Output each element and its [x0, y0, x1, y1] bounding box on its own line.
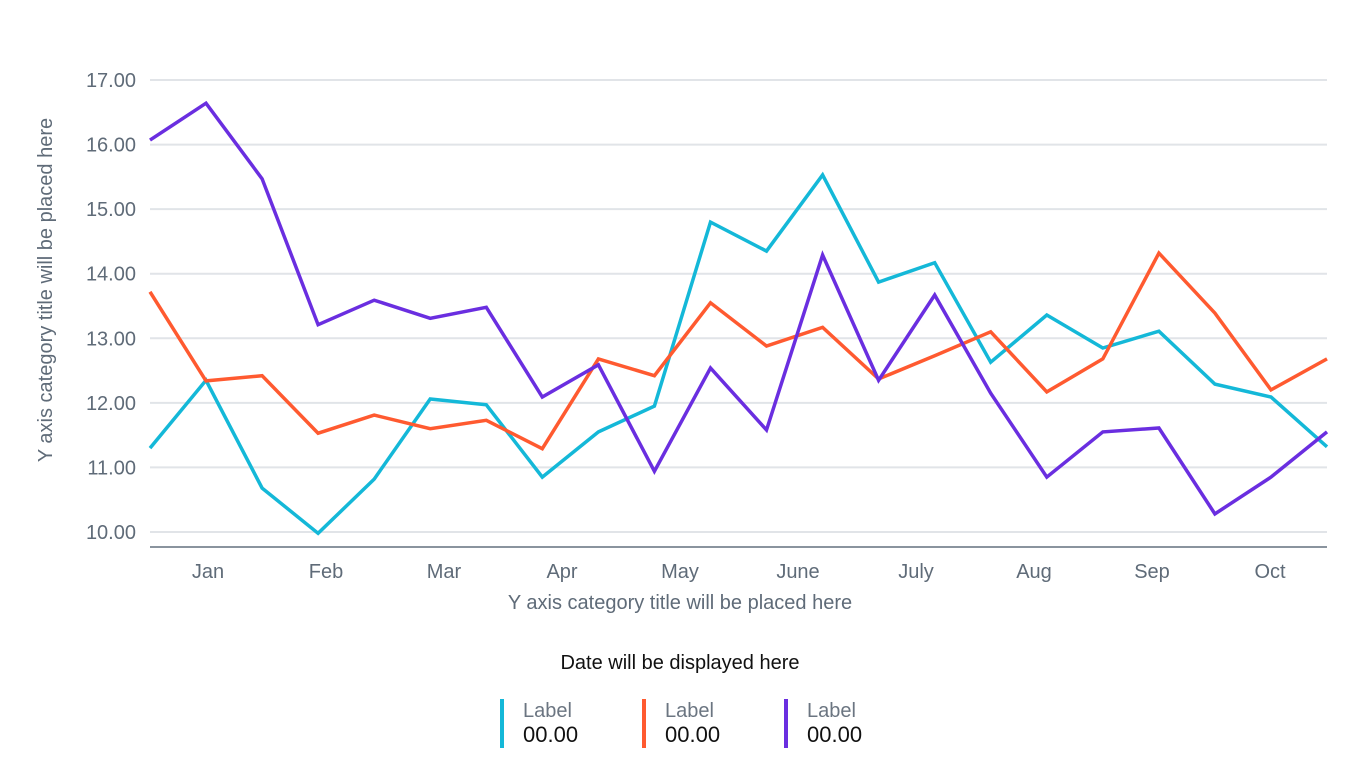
line-chart: 10.00 11.00 12.00 13.00 14.00 15.00 16.00 17.00… [35, 70, 1329, 614]
x-tick-label: Jan [192, 561, 224, 583]
y-axis-title: Y axis category title will be placed her… [35, 118, 57, 462]
x-tick-label: Apr [546, 561, 577, 583]
x-tick-label: July [898, 561, 934, 583]
y-tick-label: 12.00 [86, 393, 136, 415]
x-axis-title: Y axis category title will be placed her… [508, 592, 852, 614]
y-tick-label: 17.00 [86, 70, 136, 92]
legend: Label 00.00 Label 00.00 Label 00.00 [500, 699, 926, 748]
y-tick-label: 10.00 [86, 522, 136, 544]
x-tick-label: Aug [1016, 561, 1052, 583]
legend-label: Label [807, 700, 856, 722]
x-tick-label: May [661, 561, 699, 583]
legend-swatch [642, 699, 646, 748]
legend-label: Label [665, 700, 714, 722]
y-tick-label: 16.00 [86, 135, 136, 157]
y-tick-label: 15.00 [86, 199, 136, 221]
x-tick-label: Sep [1134, 561, 1170, 583]
legend-swatch [784, 699, 788, 748]
legend-item: Label 00.00 [784, 699, 926, 748]
series-line-2 [148, 250, 1328, 451]
x-tick-label: June [776, 561, 819, 583]
legend-value: 00.00 [807, 722, 863, 747]
x-tick-label: Oct [1254, 561, 1286, 583]
y-tick-label: 14.00 [86, 264, 136, 286]
y-tick-label: 11.00 [87, 457, 136, 479]
series-line-3 [149, 100, 1329, 517]
legend-value: 00.00 [523, 722, 579, 747]
legend-item: Label 00.00 [500, 699, 642, 748]
series-line-1 [148, 171, 1329, 536]
legend-value: 00.00 [665, 722, 721, 747]
legend-item: Label 00.00 [642, 699, 784, 748]
legend-swatch [500, 699, 504, 748]
date-display: Date will be displayed here [560, 652, 800, 674]
x-tick-label: Mar [427, 561, 462, 583]
x-tick-label: Feb [309, 561, 343, 583]
y-tick-label: 13.00 [86, 328, 136, 350]
legend-label: Label [523, 700, 572, 722]
